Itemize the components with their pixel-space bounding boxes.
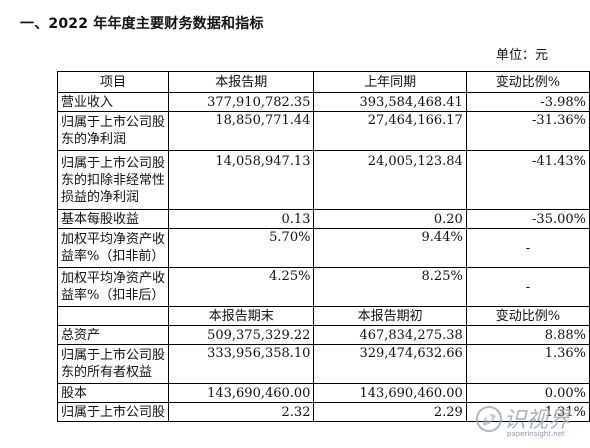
row-label-line: 归属于上市公司股: [61, 115, 166, 130]
cell-previous-value: 24,005,123.84: [313, 150, 467, 210]
row-label-line: 总资产: [61, 327, 101, 343]
table-header-row: 项目 本报告期 上年同期 变动比例%: [56, 71, 590, 93]
cell-current-value: 377,910,782.35: [168, 92, 315, 112]
cell-current-value: 14,058,947.13: [168, 150, 315, 210]
cell-current-value: 509,375,329.22: [168, 325, 315, 345]
row-label: 归属于上市公司股 东的净利润: [56, 111, 170, 151]
cell-previous-value: 2.29: [313, 402, 467, 422]
cell-previous-value: 9.44%: [313, 228, 467, 268]
row-label: 归属于上市公司股 东的扣除非经常性 损益的净利润: [56, 150, 170, 210]
cell-current-value: 333,956,358.10: [168, 344, 315, 384]
row-label-line: 归属于上市公司股: [61, 404, 166, 420]
table-row: 归属于上市公司股 东的所有者权益 333,956,358.10 329,474,…: [56, 344, 590, 384]
row-label: 基本每股收益: [56, 209, 170, 229]
cell-change-value: -41.43%: [465, 150, 590, 210]
row-label-line: 归属于上市公司股: [61, 155, 166, 171]
row-label-line: 加权平均净资产收: [61, 271, 166, 286]
row-label-line: 损益的净利润: [61, 189, 140, 205]
row-label-line: 益率%（扣非后）: [61, 288, 165, 303]
row-label-line: 加权平均净资产收: [61, 232, 166, 247]
paperinsight-logo-icon: [476, 406, 502, 432]
row-label-line: 归属于上市公司股: [61, 348, 166, 363]
cell-current-value: 2.32: [168, 402, 315, 422]
row-label-line: 东的所有者权益: [61, 365, 153, 380]
header-cell-current-period: 本报告期: [168, 71, 315, 93]
section-title: 一、2022 年年度主要财务数据和指标: [20, 16, 264, 32]
row-label: 总资产: [56, 325, 170, 345]
unit-label: 单位：元: [495, 48, 548, 63]
table-row: 加权平均净资产收 益率%（扣非后） 4.25% 8.25% -: [56, 267, 590, 307]
row-label-line: 益率%（扣非前）: [61, 249, 165, 264]
table-row: 营业收入 377,910,782.35 393,584,468.41 -3.98…: [56, 92, 590, 112]
header-cell-item: [56, 306, 170, 326]
row-label-line: 东的扣除非经常性: [61, 172, 166, 188]
row-label-line: 营业收入: [61, 94, 114, 110]
cell-change-value: -3.98%: [465, 92, 590, 112]
row-label: 营业收入: [56, 92, 170, 112]
table-row: 股本 143,690,460.00 143,690,460.00 0.00%: [56, 383, 590, 403]
cell-previous-value: 8.25%: [313, 267, 467, 307]
cell-previous-value: 143,690,460.00: [313, 383, 467, 403]
table-row: 总资产 509,375,329.22 467,834,275.38 8.88%: [56, 325, 590, 345]
row-label-line: 东的净利润: [61, 132, 127, 147]
header-cell-period-start: 本报告期初: [313, 306, 467, 326]
row-label: 股本: [56, 383, 170, 403]
cell-current-value: 4.25%: [168, 267, 315, 307]
cell-previous-value: 393,584,468.41: [313, 92, 467, 112]
cell-change-value: -31.36%: [465, 111, 590, 151]
row-label: 加权平均净资产收 益率%（扣非前）: [56, 228, 170, 268]
table-subheader-row: 本报告期末 本报告期初 变动比例%: [56, 306, 590, 326]
cell-current-value: 5.70%: [168, 228, 315, 268]
financial-data-table: 项目 本报告期 上年同期 变动比例% 营业收入 377,910,782.35 3…: [56, 71, 590, 422]
header-cell-prior-period: 上年同期: [313, 71, 467, 93]
cell-current-value: 0.13: [168, 209, 315, 229]
watermark: 识视界 paperinsight.net: [474, 402, 584, 442]
table-row: 归属于上市公司股 2.32 2.29 1.31%: [56, 402, 590, 422]
row-label-line: 基本每股收益: [61, 211, 140, 227]
row-label: 归属于上市公司股: [56, 402, 170, 422]
header-cell-change-percent: 变动比例%: [465, 71, 590, 93]
cell-previous-value: 329,474,632.66: [313, 344, 467, 384]
watermark-url: paperinsight.net: [507, 430, 565, 438]
cell-change-value: -: [465, 228, 590, 268]
cell-change-value: 1.31%: [465, 402, 590, 422]
row-label: 加权平均净资产收 益率%（扣非后）: [56, 267, 170, 307]
header-cell-change-percent: 变动比例%: [465, 306, 590, 326]
table-row: 加权平均净资产收 益率%（扣非前） 5.70% 9.44% -: [56, 228, 590, 268]
table-row: 归属于上市公司股 东的扣除非经常性 损益的净利润 14,058,947.13 2…: [56, 150, 590, 210]
table-row: 基本每股收益 0.13 0.20 -35.00%: [56, 209, 590, 229]
cell-change-value: 0.00%: [465, 383, 590, 403]
cell-change-value: 1.36%: [465, 344, 590, 384]
header-cell-period-end: 本报告期末: [168, 306, 315, 326]
cell-change-value: -: [465, 267, 590, 307]
cell-change-value: -35.00%: [465, 209, 590, 229]
row-label: 归属于上市公司股 东的所有者权益: [56, 344, 170, 384]
cell-current-value: 18,850,771.44: [168, 111, 315, 151]
cell-previous-value: 467,834,275.38: [313, 325, 467, 345]
row-label-line: 股本: [61, 385, 88, 401]
table-row: 归属于上市公司股 东的净利润 18,850,771.44 27,464,166.…: [56, 111, 590, 151]
cell-previous-value: 0.20: [313, 209, 467, 229]
cell-change-value: 8.88%: [465, 325, 590, 345]
watermark-brand: 识视界: [504, 408, 571, 433]
cell-current-value: 143,690,460.00: [168, 383, 315, 403]
cell-previous-value: 27,464,166.17: [313, 111, 467, 151]
header-cell-item: 项目: [56, 71, 170, 93]
